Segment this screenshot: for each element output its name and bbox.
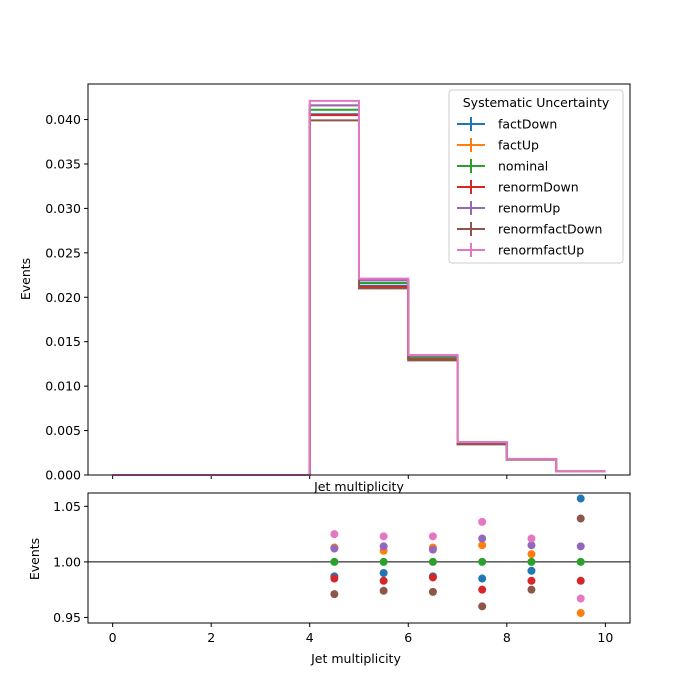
main-y-tick-label-2: 0.010 [45, 379, 81, 394]
ratio-x-tick-label-2: 4 [306, 630, 314, 645]
ratio-point-nominal-1 [379, 557, 388, 566]
ratio-x-tick-label-3: 6 [404, 630, 412, 645]
legend-entry-renormfactDown: renormfactDown [457, 222, 602, 237]
ratio-point-renormUp-0 [330, 544, 339, 553]
ratio-point-renormfactDown-0 [330, 590, 339, 599]
main-histogram-plot: 0.000 0.005 0.010 0.015 0.020 0.025 0.030 0.035… [18, 83, 631, 494]
ratio-point-factDown-1 [379, 569, 388, 577]
legend-label-factUp: factUp [498, 138, 539, 153]
ratio-series-renormfactUp [330, 517, 585, 603]
legend-label-renormfactDown: renormfactDown [498, 222, 602, 237]
ratio-point-renormfactDown-2 [428, 587, 437, 596]
ratio-point-nominal-0 [330, 557, 339, 566]
ratio-point-renormDown-0 [330, 574, 339, 583]
main-y-tick-label-0: 0.000 [45, 468, 81, 483]
main-y-tick-label-5: 0.025 [45, 245, 81, 260]
main-ticks: 0.000 0.005 0.010 0.015 0.020 0.025 0.030 0.035… [45, 112, 606, 483]
ratio-point-nominal-4 [527, 557, 536, 566]
ratio-series-renormDown [330, 573, 585, 594]
legend-entry-factDown: factDown [457, 117, 557, 132]
ratio-point-renormDown-4 [527, 576, 536, 585]
main-y-tick-label-4: 0.020 [45, 290, 81, 305]
ratio-y-tick-label-2: 1.05 [53, 499, 81, 514]
legend-entry-renormDown: renormDown [457, 180, 579, 195]
ratio-y-tick-label-1: 1.00 [53, 554, 81, 569]
ratio-x-tick-label-4: 8 [503, 630, 511, 645]
legend-box [448, 89, 624, 264]
ratio-series-nominal [330, 557, 585, 566]
main-x-axis-label: Jet multiplicity [313, 479, 404, 494]
main-axes-border [87, 83, 631, 476]
ratio-point-renormfactDown-4 [527, 585, 536, 594]
main-y-tick-label-8: 0.040 [45, 112, 81, 127]
ratio-x-axis-label: Jet multiplicity [310, 651, 401, 666]
legend-label-nominal: nominal [498, 159, 548, 174]
ratio-y-axis-label: Events [27, 538, 42, 580]
main-y-axis-label: Events [18, 258, 33, 300]
main-y-tick-label-1: 0.005 [45, 423, 81, 438]
ratio-point-renormfactDown-3 [478, 602, 487, 611]
ratio-point-renormfactUp-5 [576, 594, 585, 603]
ratio-point-nominal-2 [428, 557, 437, 566]
ratio-point-renormDown-2 [428, 573, 437, 582]
ratio-ticks: 0 2 4 6 8 10 0.95 1.00 1.05 [53, 499, 613, 645]
legend-label-renormfactUp: renormfactUp [498, 243, 584, 258]
ratio-point-factDown-3 [478, 574, 487, 583]
ratio-x-tick-label-1: 2 [207, 630, 215, 645]
ratio-x-tick-label-5: 10 [597, 630, 613, 645]
ratio-point-renormfactDown-5 [576, 514, 585, 523]
ratio-point-nominal-5 [576, 557, 585, 566]
ratio-point-renormfactDown-1 [379, 586, 388, 595]
ratio-point-factDown-5 [576, 494, 585, 503]
main-y-tick-label-6: 0.030 [45, 201, 81, 216]
ratio-y-tick-label-0: 0.95 [53, 610, 81, 625]
legend: Systematic Uncertainty factDown factUp nom… [448, 89, 624, 264]
ratio-series-renormUp [330, 534, 585, 554]
legend-entry-renormfactUp: renormfactUp [457, 243, 584, 258]
ratio-point-nominal-3 [478, 557, 487, 566]
ratio-point-renormUp-5 [576, 542, 585, 551]
ratio-point-renormfactUp-1 [379, 532, 388, 541]
ratio-axes-frame [88, 493, 630, 623]
ratio-point-factDown-4 [527, 566, 536, 575]
ratio-x-tick-label-0: 0 [109, 630, 117, 645]
ratio-point-renormUp-4 [527, 541, 536, 550]
ratio-point-renormfactUp-3 [478, 517, 487, 526]
legend-label-factDown: factDown [498, 117, 557, 132]
legend-entry-nominal: nominal [457, 159, 548, 174]
legend-entries: factDown factUp nominal renormDown renormUp r… [457, 117, 602, 258]
ratio-point-renormUp-1 [379, 542, 388, 551]
legend-entry-renormUp: renormUp [457, 201, 560, 216]
legend-title: Systematic Uncertainty [463, 95, 610, 110]
ratio-point-renormDown-5 [576, 576, 585, 585]
legend-entry-factUp: factUp [457, 138, 539, 153]
ratio-point-factUp-3 [478, 541, 487, 550]
ratio-point-factUp-5 [576, 609, 585, 617]
ratio-series-renormfactDown [330, 514, 585, 611]
main-y-tick-label-7: 0.035 [45, 156, 81, 171]
ratio-point-renormUp-3 [478, 534, 487, 543]
ratio-point-renormUp-2 [428, 545, 437, 554]
main-y-tick-label-3: 0.015 [45, 334, 81, 349]
ratio-plot: 0 2 4 6 8 10 0.95 1.00 1.05 Jet multiplicity Eve… [27, 492, 631, 666]
ratio-point-renormDown-3 [478, 585, 487, 594]
ratio-point-renormDown-1 [379, 576, 388, 585]
ratio-axes-border [87, 492, 631, 624]
ratio-series-group [330, 494, 585, 617]
ratio-point-renormfactUp-4 [527, 534, 536, 543]
legend-label-renormUp: renormUp [498, 201, 560, 216]
ratio-point-factUp-4 [527, 550, 536, 559]
ratio-point-renormfactUp-2 [428, 532, 437, 541]
legend-label-renormDown: renormDown [498, 180, 579, 195]
ratio-point-renormfactUp-0 [330, 530, 339, 539]
